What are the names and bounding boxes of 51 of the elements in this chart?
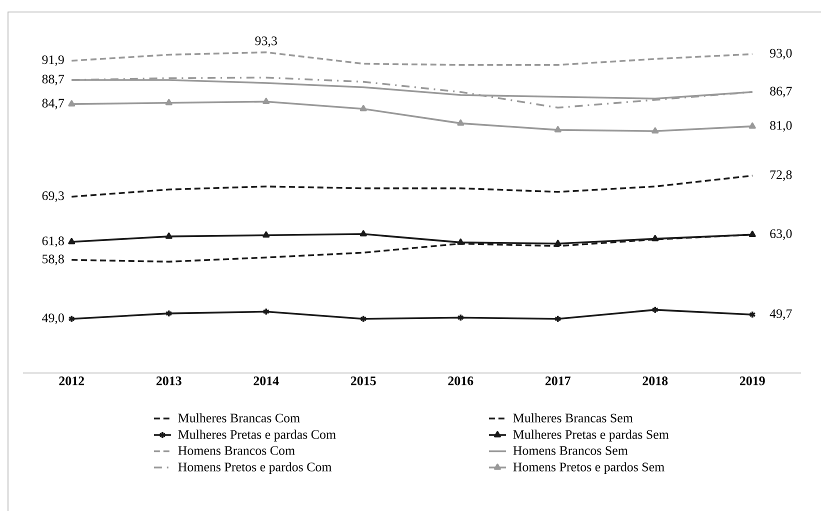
data-label: 86,7 [770,86,792,98]
data-label: 63,0 [770,229,792,240]
x-tick-label: 2016 [448,376,474,386]
data-label: 49,0 [42,314,64,324]
data-label: 49,7 [770,309,792,320]
point [748,122,756,129]
point [554,314,562,323]
x-tick-label: 2013 [156,376,182,386]
legend-label: Mulheres Brancas Com [178,413,300,422]
point [262,308,270,316]
x-tick-label: 2018 [642,376,668,386]
legend-label: Homens Pretos e pardos Com [178,462,332,474]
data-label: 91,9 [42,55,64,66]
point [360,230,367,236]
data-label: 81,0 [770,121,792,132]
legend-label: Homens Pretos e pardos Sem [513,462,664,474]
legend-label: Homens Brancos Sem [513,446,628,455]
x-tick-label: 2015 [350,376,376,386]
point [262,231,270,238]
data-label: 72,8 [770,170,792,181]
point [554,240,562,246]
data-label: 93,0 [770,48,792,60]
point [652,234,659,242]
legend-label: Mulheres Pretas e pardas Sem [513,430,669,442]
point [457,119,464,126]
x-tick-label: 2012 [59,376,84,386]
point [360,104,367,112]
point [262,98,270,104]
point [68,238,76,244]
point [68,100,76,106]
point [165,310,172,318]
point [360,314,367,323]
point [165,232,172,239]
point [165,98,172,106]
data-label: 58,8 [42,254,64,266]
legend-label: Homens Brancos Com [178,446,295,455]
data-label: 69,3 [42,191,64,202]
data-label: 88,7 [42,74,64,86]
x-tick-label: 2019 [740,376,765,386]
point [652,306,659,314]
point [554,126,562,132]
point [652,127,659,134]
data-label: 93,3 [255,36,277,48]
point [457,314,464,322]
data-label: 84,7 [42,98,64,110]
point [457,238,464,245]
legend-label: Mulheres Pretas e pardas Com [178,430,336,442]
x-tick-label: 2017 [545,376,571,386]
legend-label: Mulheres Brancas Sem [513,413,633,422]
data-label: 61,8 [42,236,64,248]
x-tick-label: 2014 [254,376,279,386]
